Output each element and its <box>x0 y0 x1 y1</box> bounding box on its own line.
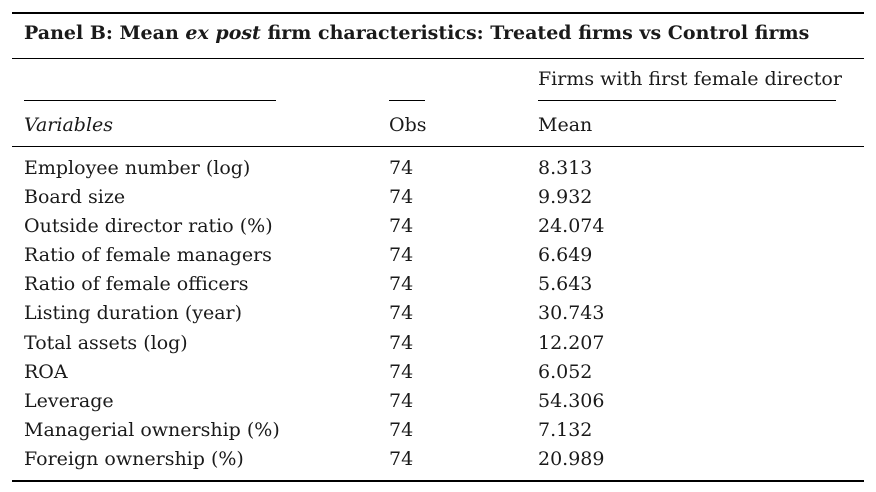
cell-variable: ROA <box>24 360 68 383</box>
cell-obs: 74 <box>389 273 414 296</box>
table-row: Leverage 74 54.306 <box>0 389 876 418</box>
cell-obs: 74 <box>389 360 414 383</box>
cell-variable: Total assets (log) <box>24 331 188 354</box>
cell-mean: 54.306 <box>538 389 605 412</box>
cell-obs: 74 <box>389 389 414 412</box>
table-row: Total assets (log) 74 12.207 <box>0 331 876 360</box>
table-body: Employee number (log) 74 8.313 Board siz… <box>0 156 876 476</box>
cell-variable: Listing duration (year) <box>24 302 243 325</box>
group-header-rule <box>538 100 836 101</box>
cell-obs: 74 <box>389 215 414 238</box>
table-row: Employee number (log) 74 8.313 <box>0 156 876 185</box>
panel-title-suffix: firm characteristics: Treated firms vs C… <box>260 22 810 44</box>
cell-variable: Ratio of female officers <box>24 273 249 296</box>
cell-variable: Leverage <box>24 389 114 412</box>
table-row: Board size 74 9.932 <box>0 185 876 214</box>
table-row: Listing duration (year) 74 30.743 <box>0 301 876 330</box>
table-row: ROA 74 6.052 <box>0 360 876 389</box>
column-header-obs: Obs <box>389 114 427 136</box>
variables-column-rule <box>24 100 276 101</box>
cell-mean: 9.932 <box>538 186 593 209</box>
cell-obs: 74 <box>389 447 414 470</box>
table-row: Ratio of female officers 74 5.643 <box>0 272 876 301</box>
cell-mean: 6.649 <box>538 244 593 267</box>
cell-mean: 30.743 <box>538 302 605 325</box>
cell-variable: Outside director ratio (%) <box>24 215 273 238</box>
table-row: Managerial ownership (%) 74 7.132 <box>0 418 876 447</box>
cell-mean: 6.052 <box>538 360 593 383</box>
cell-mean: 24.074 <box>538 215 605 238</box>
table-row: Foreign ownership (%) 74 20.989 <box>0 447 876 476</box>
cell-obs: 74 <box>389 244 414 267</box>
cell-mean: 8.313 <box>538 157 593 179</box>
cell-variable: Board size <box>24 186 126 209</box>
cell-obs: 74 <box>389 302 414 325</box>
panel-title: Panel B: Mean ex post firm characteristi… <box>24 22 809 44</box>
cell-mean: 5.643 <box>538 273 593 296</box>
cell-mean: 7.132 <box>538 418 593 441</box>
cell-mean: 20.989 <box>538 447 605 470</box>
table-bottom-rule <box>12 480 864 482</box>
cell-variable: Foreign ownership (%) <box>24 447 244 470</box>
column-header-mean: Mean <box>538 114 593 136</box>
table-row: Ratio of female managers 74 6.649 <box>0 243 876 272</box>
cell-obs: 74 <box>389 186 414 209</box>
cell-mean: 12.207 <box>538 331 605 354</box>
cell-obs: 74 <box>389 418 414 441</box>
cell-variable: Managerial ownership (%) <box>24 418 280 441</box>
cell-obs: 74 <box>389 331 414 354</box>
header-rule <box>12 146 864 147</box>
table-top-rule <box>12 12 864 14</box>
column-header-variables: Variables <box>24 114 114 136</box>
group-header-label: Firms with first female director <box>538 68 842 90</box>
cell-variable: Ratio of female managers <box>24 244 272 267</box>
cell-obs: 74 <box>389 157 414 179</box>
obs-column-rule <box>389 100 425 101</box>
cell-variable: Employee number (log) <box>24 157 251 179</box>
panel-title-italic: ex post <box>185 22 261 44</box>
title-rule <box>12 58 864 59</box>
panel-title-prefix: Panel B: Mean <box>24 22 186 44</box>
table-row: Outside director ratio (%) 74 24.074 <box>0 214 876 243</box>
